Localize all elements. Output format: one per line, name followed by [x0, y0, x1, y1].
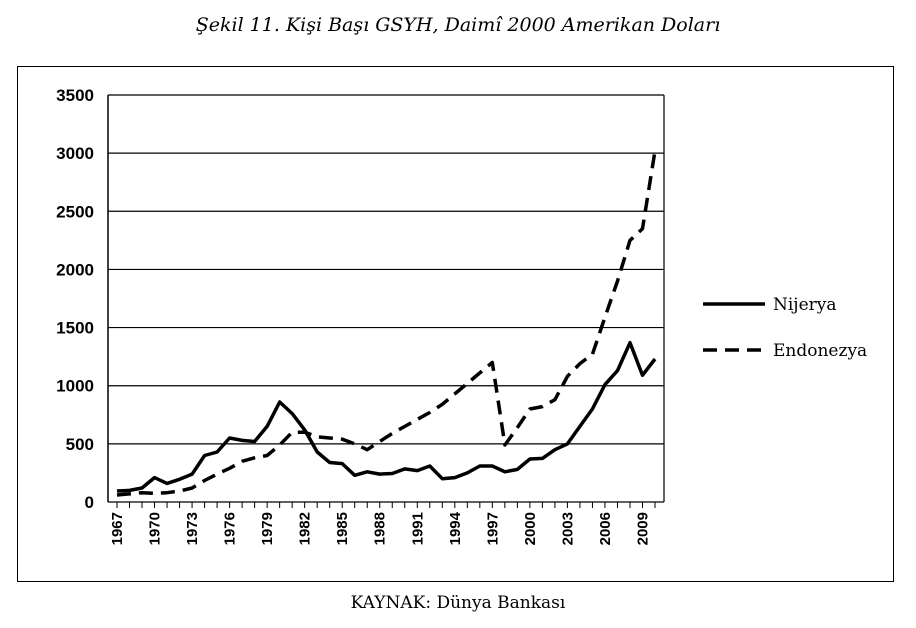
y-tick-label: 500 [66, 435, 94, 454]
series-line-1 [116, 150, 657, 497]
y-tick-label: 1000 [56, 377, 94, 396]
legend-label: Nijerya [773, 295, 837, 315]
x-tick-label: 2006 [597, 512, 614, 545]
x-tick-label: 2009 [634, 512, 651, 545]
x-tick-label: 1982 [297, 512, 314, 545]
legend-label: Endonezya [773, 341, 867, 361]
x-tick-label: 1967 [109, 512, 126, 545]
source-note: KAYNAK: Dünya Bankası [350, 593, 566, 613]
x-tick-label: 1991 [409, 512, 426, 545]
y-tick-label: 2000 [56, 260, 94, 279]
chart-frame [17, 66, 894, 582]
y-tick-label: 3000 [56, 144, 94, 163]
x-tick-label: 1997 [484, 512, 501, 545]
x-tick-label: 2003 [559, 512, 576, 545]
y-tick-label: 1500 [56, 319, 94, 338]
x-tick-label: 1988 [372, 512, 389, 545]
y-tick-label: 3500 [56, 86, 94, 105]
x-tick-label: 1994 [447, 511, 464, 545]
x-tick-label: 1970 [147, 512, 164, 545]
chart-title: Şekil 11. Kişi Başı GSYH, Daimî 2000 Ame… [195, 14, 721, 36]
y-tick-label: 2500 [56, 202, 94, 221]
y-tick-label: 0 [85, 493, 94, 512]
x-tick-label: 2000 [522, 512, 539, 545]
x-tick-label: 1976 [222, 512, 239, 545]
x-tick-label: 1985 [334, 512, 351, 545]
series-line-0 [116, 340, 657, 493]
x-tick-label: 1973 [184, 512, 201, 545]
x-tick-label: 1979 [259, 512, 276, 545]
